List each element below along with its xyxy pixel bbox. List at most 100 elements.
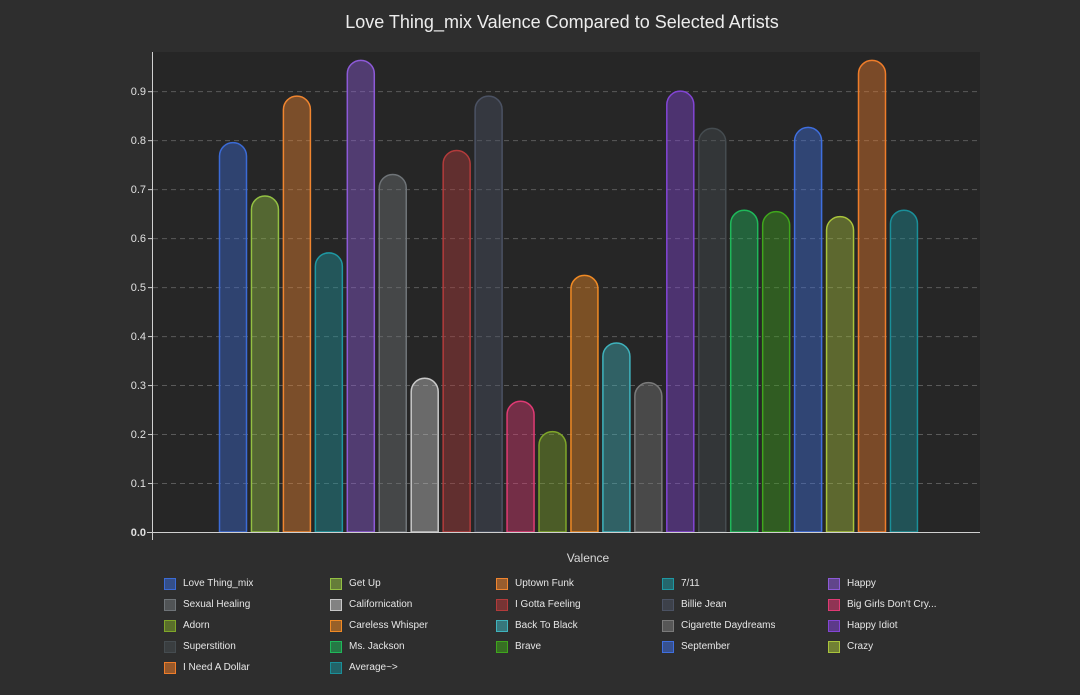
bar-average[interactable] — [889, 209, 919, 533]
bar-adorn[interactable] — [538, 430, 567, 533]
legend-swatch — [496, 619, 508, 632]
bar-7-11[interactable] — [314, 252, 344, 533]
bar-sexual-healing[interactable] — [378, 173, 407, 533]
bar-crazy[interactable] — [825, 215, 855, 533]
bar-careless-whisper[interactable] — [570, 274, 599, 533]
legend-swatch — [828, 640, 840, 653]
legend-swatch — [828, 598, 840, 611]
legend-item[interactable]: September — [662, 638, 828, 655]
bar-ms-jackson[interactable] — [729, 209, 759, 533]
y-axis-ticks: 0.0 0.1 0.2 0.3 0.4 0.5 0.6 0.7 0.8 0.9 — [131, 86, 153, 539]
legend-swatch — [330, 598, 342, 611]
bar-love-thing-mix[interactable] — [218, 141, 248, 533]
legend-item[interactable]: Brave — [496, 638, 662, 655]
legend-label: I Need A Dollar — [183, 662, 250, 673]
legend-label: Californication — [349, 599, 413, 610]
bar-happy-idiot[interactable] — [666, 90, 695, 533]
legend-item[interactable]: Back To Black — [496, 617, 662, 634]
legend: Love Thing_mix Get Up Uptown Funk 7/11 Happy… — [164, 575, 1044, 676]
legend-item[interactable]: 7/11 — [662, 575, 828, 592]
x-axis-label: Valence — [567, 551, 610, 565]
legend-swatch — [164, 661, 176, 674]
bar-big-girls-don-t-cry[interactable] — [506, 400, 535, 533]
legend-item[interactable]: Love Thing_mix — [164, 575, 330, 592]
legend-label: Billie Jean — [681, 599, 727, 610]
bar-billie-jean[interactable] — [474, 95, 503, 533]
legend-swatch — [330, 619, 342, 632]
legend-item[interactable]: Happy — [828, 575, 994, 592]
legend-swatch — [496, 577, 508, 590]
legend-label: Adorn — [183, 620, 210, 631]
legend-label: Sexual Healing — [183, 599, 251, 610]
legend-item[interactable]: I Need A Dollar — [164, 659, 330, 676]
y-tick-label: 0.6 — [131, 233, 146, 245]
legend-swatch — [164, 619, 176, 632]
y-tick-label: 0.1 — [131, 478, 146, 490]
legend-item[interactable]: Superstition — [164, 638, 330, 655]
legend-item[interactable]: Uptown Funk — [496, 575, 662, 592]
bar-happy[interactable] — [346, 59, 376, 533]
legend-item[interactable]: Big Girls Don't Cry... — [828, 596, 994, 613]
y-tick-label: 0.9 — [131, 86, 146, 98]
bar-cigarette-daydreams[interactable] — [634, 381, 663, 533]
legend-label: Happy — [847, 578, 876, 589]
legend-label: Average~> — [349, 662, 398, 673]
legend-swatch — [662, 640, 674, 653]
bar-i-need-a-dollar[interactable] — [857, 59, 887, 533]
legend-item[interactable]: Adorn — [164, 617, 330, 634]
legend-item[interactable]: Average~> — [330, 659, 496, 676]
bar-brave[interactable] — [761, 210, 791, 533]
bar-uptown-funk[interactable] — [282, 95, 312, 533]
bar-september[interactable] — [793, 126, 823, 533]
legend-label: I Gotta Feeling — [515, 599, 581, 610]
legend-swatch — [164, 577, 176, 590]
y-tick-label: 0.4 — [131, 331, 146, 343]
legend-swatch — [330, 661, 342, 674]
legend-label: Happy Idiot — [847, 620, 898, 631]
legend-item[interactable]: I Gotta Feeling — [496, 596, 662, 613]
legend-label: Brave — [515, 641, 542, 652]
y-tick-label: 0.2 — [131, 429, 146, 441]
legend-label: Ms. Jackson — [349, 641, 405, 652]
legend-swatch — [164, 640, 176, 653]
y-tick-label: 0.3 — [131, 380, 146, 392]
legend-label: Big Girls Don't Cry... — [847, 599, 937, 610]
legend-item[interactable]: Californication — [330, 596, 496, 613]
legend-item[interactable]: Sexual Healing — [164, 596, 330, 613]
y-tick-label: 0.8 — [131, 135, 146, 147]
legend-item[interactable]: Ms. Jackson — [330, 638, 496, 655]
legend-label: Careless Whisper — [349, 620, 428, 631]
y-tick-label: 0.7 — [131, 184, 146, 196]
legend-label: 7/11 — [681, 578, 700, 589]
legend-swatch — [828, 577, 840, 590]
legend-item[interactable]: Happy Idiot — [828, 617, 994, 634]
bar-get-up[interactable] — [250, 195, 280, 533]
bar-superstition[interactable] — [698, 127, 727, 533]
grid-lines — [153, 91, 980, 485]
legend-swatch — [330, 640, 342, 653]
bar-back-to-black[interactable] — [602, 342, 631, 533]
legend-item[interactable]: Get Up — [330, 575, 496, 592]
legend-label: Crazy — [847, 641, 874, 652]
legend-swatch — [828, 619, 840, 632]
legend-label: Uptown Funk — [515, 578, 574, 589]
legend-label: September — [681, 641, 730, 652]
legend-swatch — [662, 619, 674, 632]
y-tick-label: 0.0 — [131, 527, 146, 539]
legend-swatch — [662, 577, 674, 590]
bar-i-gotta-feeling[interactable] — [442, 149, 471, 533]
legend-label: Superstition — [183, 641, 236, 652]
legend-swatch — [164, 598, 176, 611]
legend-label: Cigarette Daydreams — [681, 620, 776, 631]
legend-item[interactable]: Careless Whisper — [330, 617, 496, 634]
legend-item[interactable]: Crazy — [828, 638, 994, 655]
legend-item[interactable]: Billie Jean — [662, 596, 828, 613]
bar-californication[interactable] — [410, 377, 439, 533]
y-tick-label: 0.5 — [131, 282, 146, 294]
legend-label: Get Up — [349, 578, 381, 589]
legend-item[interactable]: Cigarette Daydreams — [662, 617, 828, 634]
legend-swatch — [496, 598, 508, 611]
legend-swatch — [330, 577, 342, 590]
